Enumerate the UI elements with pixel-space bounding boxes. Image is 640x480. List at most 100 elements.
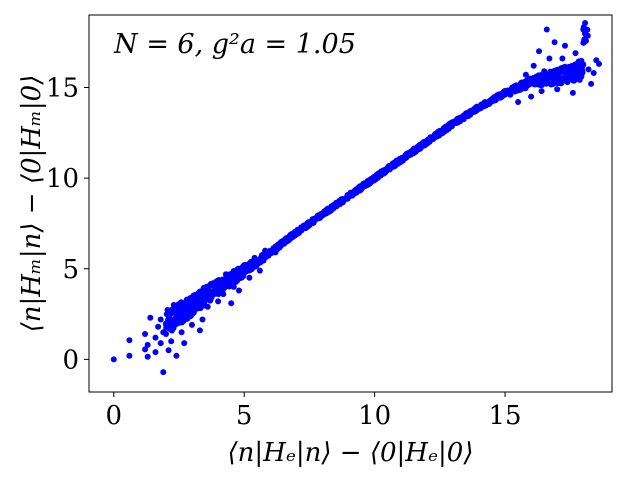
scatter-point-band	[574, 60, 581, 67]
y-tick-label: 5	[62, 255, 79, 285]
scatter-point-band	[230, 274, 237, 281]
scatter-point	[536, 48, 542, 55]
scatter-point	[178, 329, 185, 336]
scatter-point	[152, 349, 159, 356]
y-axis-label: ⟨n|Hₘ|n⟩ − ⟨0|Hₘ|0⟩	[17, 75, 47, 333]
scatter-point	[251, 254, 258, 261]
scatter-point	[590, 70, 597, 76]
scatter-point-band	[389, 163, 396, 170]
scatter-point	[559, 55, 566, 62]
scatter-point	[126, 337, 133, 344]
scatter-point	[144, 341, 151, 348]
scatter-point-band	[212, 286, 219, 293]
scatter-point	[142, 331, 149, 337]
scatter-point-band	[338, 196, 345, 203]
y-tick-label: 0	[62, 345, 79, 375]
scatter-point	[163, 331, 169, 337]
scatter-point-band	[580, 39, 587, 46]
scatter-point	[173, 316, 180, 323]
scatter-point	[507, 91, 514, 98]
scatter-point	[528, 93, 535, 100]
scatter-point	[165, 309, 172, 316]
scatter-point	[551, 39, 558, 46]
scatter-point	[110, 356, 117, 363]
scatter-point-band	[429, 135, 436, 142]
scatter-point-band	[287, 234, 293, 241]
scatter-point-band	[334, 200, 341, 207]
scatter-point-band	[498, 93, 505, 100]
scatter-point-band	[417, 145, 424, 152]
scatter-point-band	[168, 318, 175, 324]
scatter-point-band	[349, 191, 356, 198]
scatter-point	[562, 42, 568, 49]
scatter-point	[209, 280, 216, 287]
x-axis-label: ⟨n|Hₑ|n⟩ − ⟨0|Hₑ|0⟩	[228, 438, 474, 468]
scatter-point-band	[374, 172, 381, 179]
scatter-point-band	[525, 76, 531, 83]
scatter-point	[533, 73, 540, 80]
scatter-point-band	[563, 64, 569, 71]
scatter-point	[157, 316, 164, 323]
scatter-point	[144, 353, 151, 360]
plot-frame	[88, 14, 613, 393]
x-tick-label: 0	[106, 401, 123, 431]
scatter-point	[181, 340, 188, 347]
scatter-point	[168, 325, 175, 332]
scatter-point	[147, 314, 154, 321]
scatter-point	[230, 283, 237, 290]
x-tick-label: 15	[489, 401, 522, 431]
scatter-point	[178, 303, 185, 310]
scatter-point	[222, 271, 229, 278]
scatter-point	[517, 80, 524, 87]
scatter-point-band	[522, 80, 529, 87]
scatter-point	[152, 334, 159, 341]
scatter-point-band	[437, 129, 444, 136]
scatter-point	[556, 70, 563, 76]
scatter-point	[522, 71, 529, 78]
scatter-point-band	[369, 176, 376, 183]
scatter-point	[165, 347, 172, 354]
chart-annotation: N = 6, g²a = 1.05	[113, 29, 356, 60]
points-layer	[110, 20, 602, 376]
scatter-point	[155, 323, 162, 330]
scatter-point-band	[481, 100, 488, 107]
scatter-point	[262, 247, 269, 254]
scatter-point	[572, 50, 579, 57]
scatter-point	[588, 80, 595, 87]
scatter-point	[189, 321, 195, 328]
scatter-point-band	[449, 120, 456, 127]
scatter-point-band	[199, 300, 206, 307]
scatter-point-band	[432, 131, 439, 137]
scatter-point	[256, 267, 263, 274]
scatter-point-band	[381, 168, 388, 175]
scatter-point-band	[513, 87, 519, 94]
scatter-point-band	[474, 106, 481, 113]
scatter-point	[183, 296, 190, 303]
scatter-point	[585, 66, 592, 73]
scatter-point	[168, 338, 175, 345]
scatter-point	[575, 75, 582, 82]
scatter-point-band	[297, 227, 304, 234]
scatter-point-band	[559, 77, 566, 84]
scatter-point-band	[267, 249, 274, 256]
scatter-point-band	[202, 284, 209, 291]
y-tick-label: 15	[46, 74, 79, 104]
scatter-point-band	[258, 253, 265, 260]
scatter-point-band	[220, 285, 227, 292]
scatter-point-band	[394, 157, 401, 164]
scatter-point	[157, 340, 164, 347]
y-tick-label: 10	[46, 164, 79, 194]
scatter-point	[236, 287, 242, 294]
scatter-point-band	[583, 32, 590, 39]
scatter-point-band	[252, 263, 259, 270]
scatter-point	[170, 302, 177, 308]
scatter-point	[543, 26, 550, 33]
scatter-point	[554, 86, 561, 93]
scatter-point	[199, 316, 206, 323]
scatter-point	[538, 88, 545, 95]
scatter-point	[569, 89, 576, 96]
scatter-point	[596, 60, 602, 67]
scatter-point	[246, 274, 253, 281]
scatter-point	[196, 327, 203, 334]
scatter-point-band	[538, 80, 545, 87]
